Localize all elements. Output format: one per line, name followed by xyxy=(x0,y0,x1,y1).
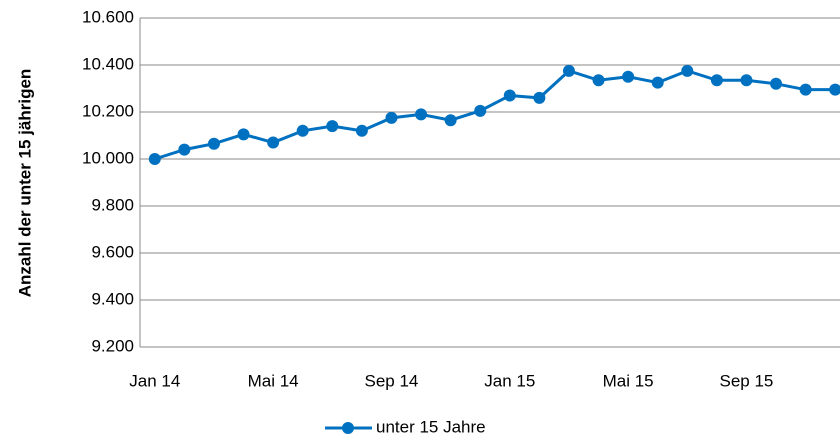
x-tick-label: Mai 15 xyxy=(603,371,654,390)
data-point xyxy=(385,111,398,124)
data-point xyxy=(415,108,428,121)
y-tick-label: 9.400 xyxy=(91,289,134,308)
legend-marker xyxy=(342,422,354,434)
data-point xyxy=(148,153,161,165)
x-tick-label: Jan 14 xyxy=(129,371,180,390)
y-tick-label: 9.600 xyxy=(91,242,134,261)
series-line xyxy=(154,69,836,161)
data-point xyxy=(651,76,664,89)
data-point xyxy=(178,143,191,156)
y-tick-label: 9.800 xyxy=(91,195,134,214)
y-tick-label: 9.200 xyxy=(91,336,134,355)
x-tick-label: Sep 14 xyxy=(365,371,419,390)
data-point xyxy=(207,137,220,150)
data-point xyxy=(592,74,605,87)
data-point xyxy=(533,91,546,104)
data-point xyxy=(562,64,575,77)
y-tick-label: 10.400 xyxy=(82,54,134,73)
data-point xyxy=(355,124,368,137)
data-point xyxy=(829,83,840,96)
y-tick-label: 10.200 xyxy=(82,101,134,120)
x-tick-label: Mai 14 xyxy=(248,371,299,390)
y-axis-label: Anzahl der unter 15 jährigen xyxy=(15,69,34,298)
x-tick-label: Jan 15 xyxy=(484,371,535,390)
data-point xyxy=(296,124,309,137)
data-point xyxy=(237,128,250,141)
data-point xyxy=(326,120,339,133)
data-point xyxy=(770,77,783,90)
y-tick-label: 10.600 xyxy=(82,7,134,26)
legend-label: unter 15 Jahre xyxy=(376,417,486,436)
x-tick-label: Sep 15 xyxy=(720,371,774,390)
data-point xyxy=(681,64,694,77)
data-point xyxy=(267,136,280,149)
data-point xyxy=(799,83,812,96)
data-point xyxy=(710,74,723,87)
data-point xyxy=(622,70,635,83)
data-point xyxy=(740,74,753,87)
y-tick-label: 10.000 xyxy=(82,148,134,167)
data-point xyxy=(444,114,457,127)
data-point xyxy=(503,89,516,102)
data-point xyxy=(474,104,487,117)
